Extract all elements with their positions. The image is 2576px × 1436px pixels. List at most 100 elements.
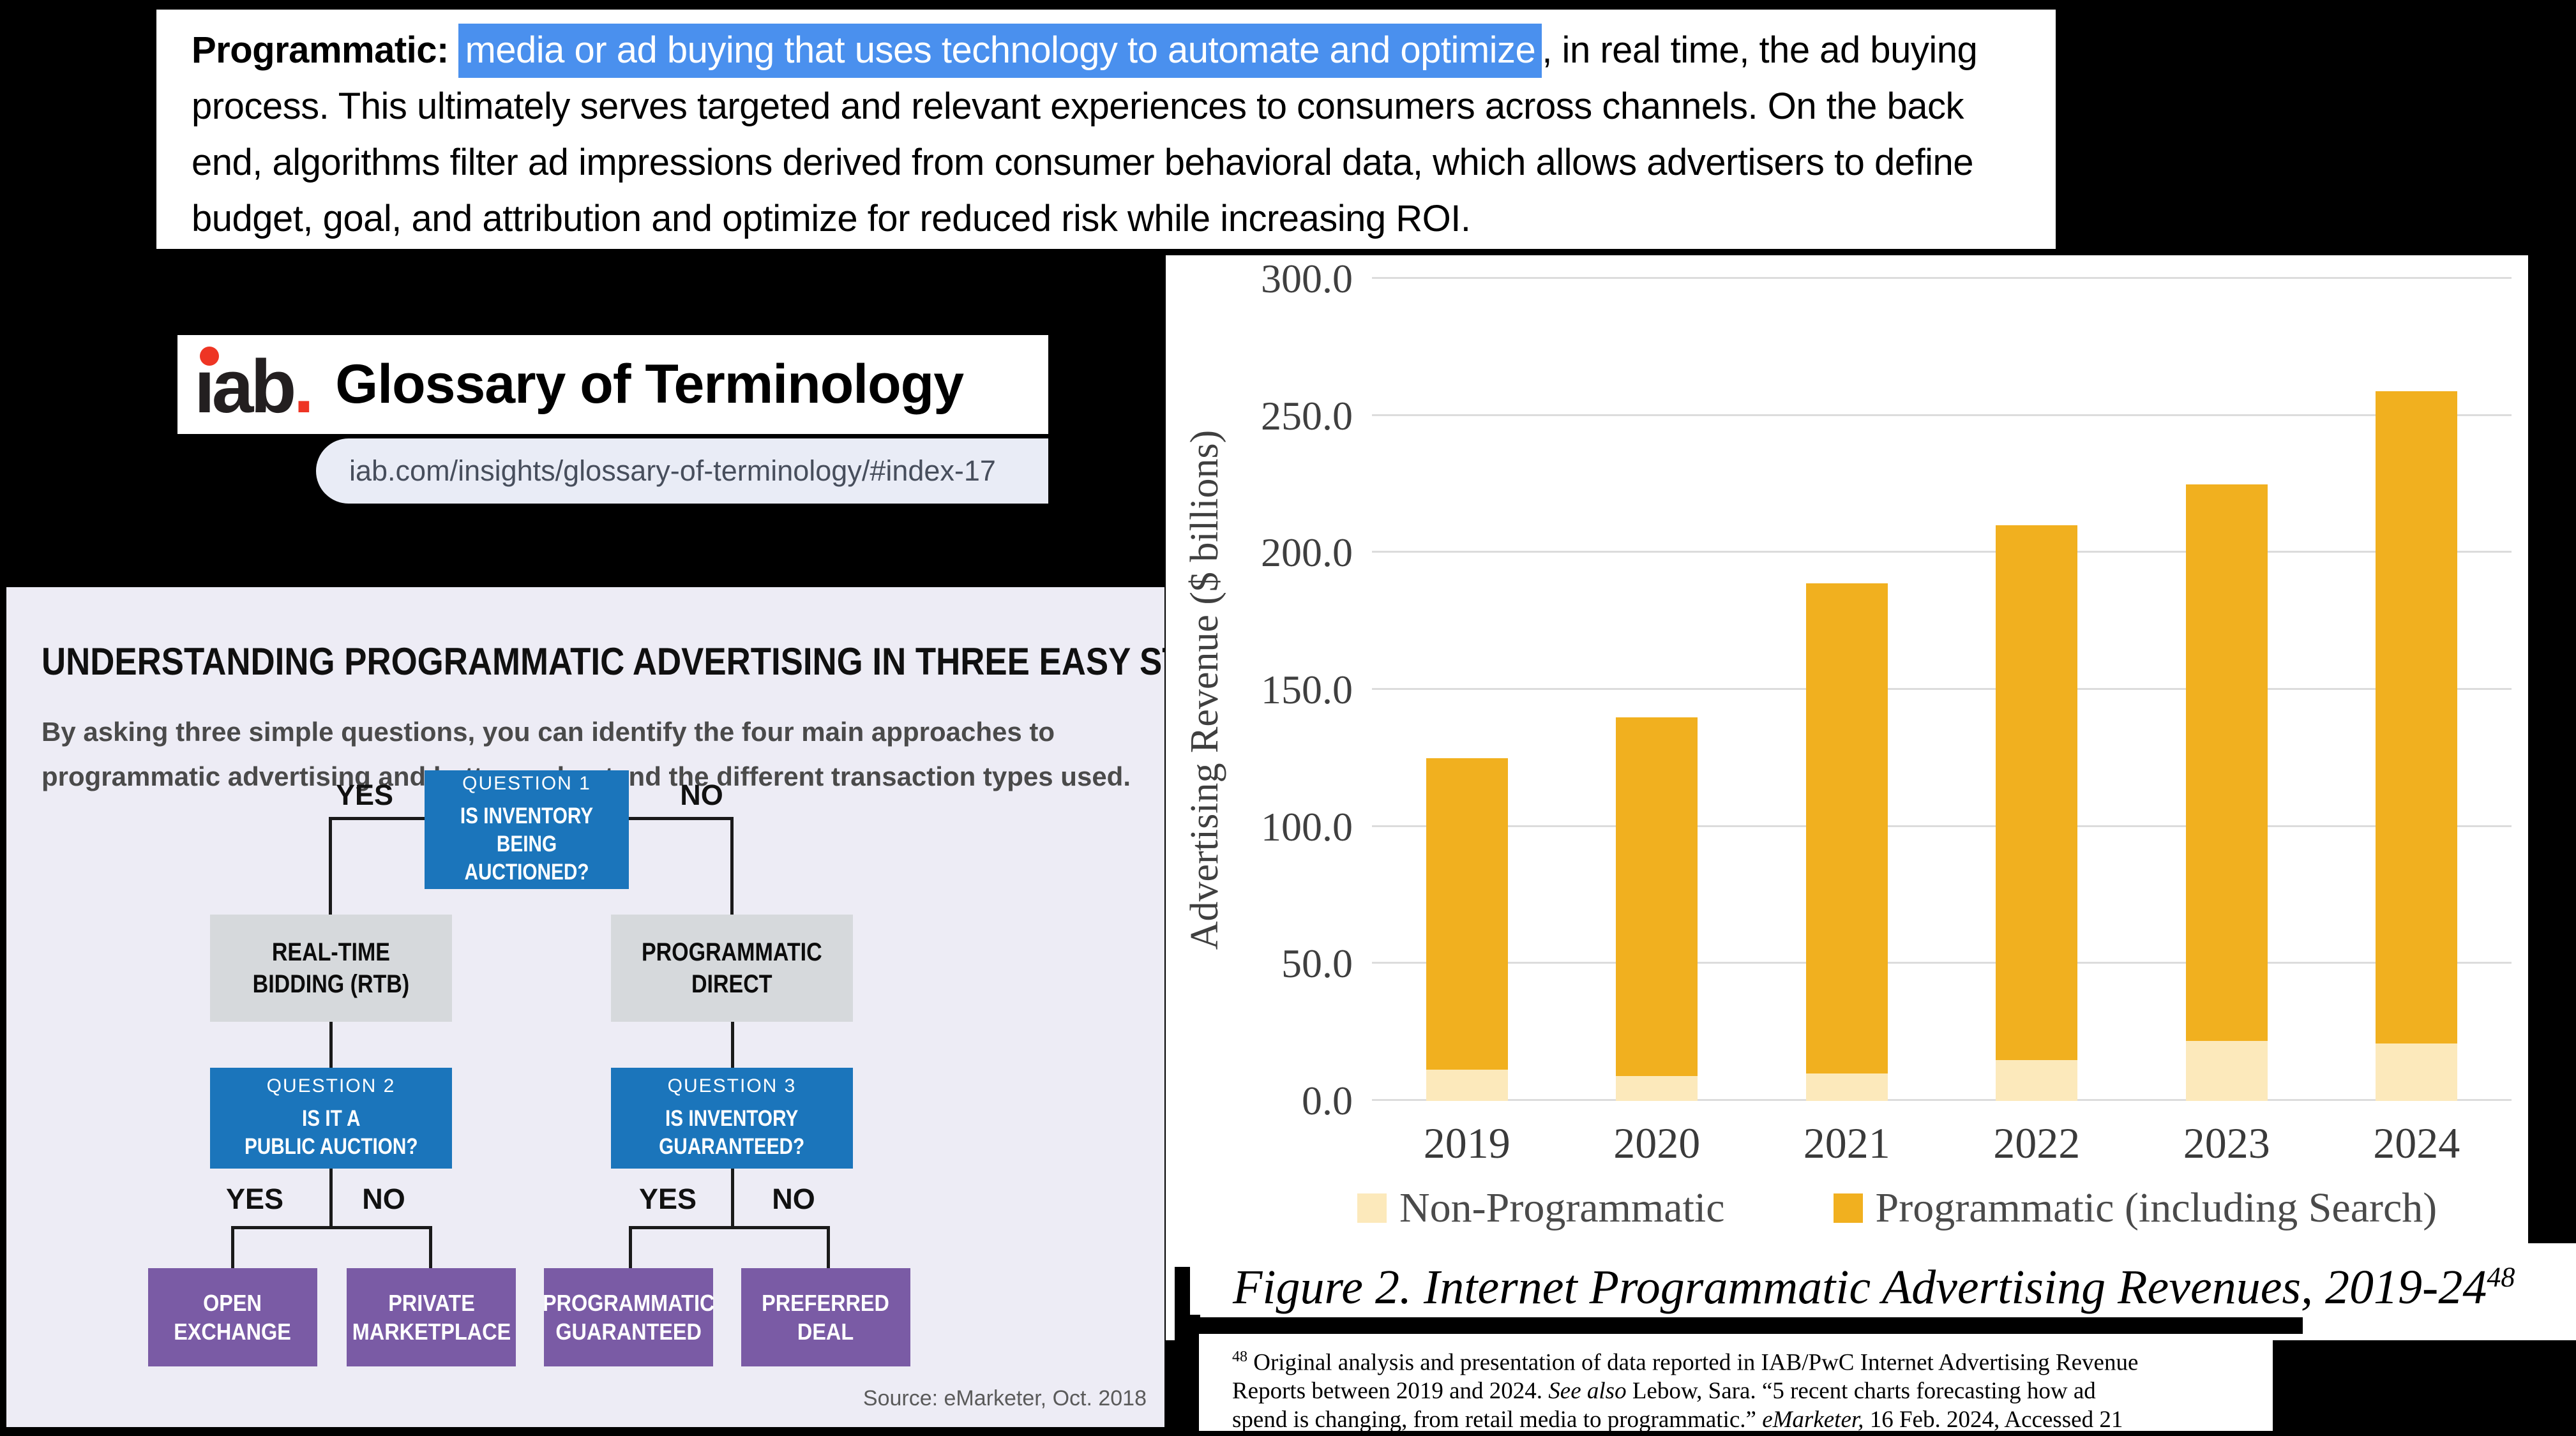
- highlighted-text: media or ad buying that uses technology …: [458, 24, 1542, 78]
- yes-label-q1: YES: [335, 779, 394, 811]
- plot-area: 0.0 50.0 100.0 150.0 200.0 250.0 300.0: [1261, 256, 2512, 1123]
- outcome-preferred-deal-text: PREFERRED DEAL: [762, 1290, 890, 1345]
- footnote-line-3: spend is changing, from retail media to …: [1232, 1405, 2260, 1431]
- x-tick-label: 2024: [2373, 1119, 2460, 1167]
- footnote-line-3-italic: eMarketer,: [1762, 1407, 1864, 1431]
- legend-label-non-programmatic: Non-Programmatic: [1399, 1185, 1725, 1231]
- figure-caption-text: Figure 2. Internet Programmatic Advertis…: [1233, 1260, 2487, 1314]
- x-tick-label: 2023: [2183, 1119, 2270, 1167]
- gridline: [1372, 688, 2512, 690]
- y-tick-label: 50.0: [1281, 941, 1353, 987]
- question-3-text: IS INVENTORY GUARANTEED?: [659, 1106, 805, 1159]
- definition-term: Programmatic:: [192, 29, 449, 71]
- x-tick-label: 2020: [1613, 1119, 1701, 1167]
- bar-2020: [1616, 279, 1698, 1101]
- yes-label-q2: YES: [225, 1183, 284, 1215]
- black-divider-band: [1189, 1317, 2303, 1334]
- definition-line-3: end, algorithms filter ad impressions de…: [192, 142, 1974, 183]
- question-3-box: QUESTION 3 IS INVENTORY GUARANTEED?: [611, 1068, 853, 1169]
- flowchart-subtitle: By asking three simple questions, you ca…: [41, 717, 1131, 791]
- bar-segment-2024: [2376, 1043, 2458, 1101]
- legend-swatch-programmatic: [1833, 1193, 1863, 1223]
- bar-segment-2019: [1426, 1069, 1508, 1101]
- y-tick-label: 200.0: [1261, 530, 1353, 576]
- rtb-text: REAL-TIME BIDDING (RTB): [252, 938, 410, 998]
- gridline: [1372, 962, 2512, 964]
- bar-segment-2022: [1996, 1059, 2078, 1101]
- bar-segment-2020: [1616, 717, 1698, 1077]
- question-2-text: IS IT A PUBLIC AUCTION?: [244, 1106, 418, 1159]
- connector-line: [629, 1226, 830, 1229]
- connector-line: [730, 817, 734, 915]
- bar-segment-2021: [1805, 1073, 1888, 1101]
- footnote-line-2-post: Lebow, Sara. “5 recent charts forecastin…: [1626, 1378, 2096, 1405]
- iab-logo-period: .: [293, 344, 315, 429]
- bar-segment-2019: [1426, 758, 1508, 1070]
- footnote-line-2-italic: See also: [1548, 1378, 1627, 1405]
- question-1-box: QUESTION 1 IS INVENTORY BEING AUCTIONED?: [425, 770, 629, 889]
- legend-item-programmatic: Programmatic (including Search): [1833, 1184, 2437, 1232]
- outcome-private-marketplace: PRIVATE MARKETPLACE: [347, 1268, 516, 1366]
- no-label-q1: NO: [680, 779, 723, 811]
- connector-line: [731, 1169, 734, 1227]
- flowchart-source: Source: eMarketer, Oct. 2018: [862, 1386, 1147, 1410]
- programmatic-direct-text: PROGRAMMATIC DIRECT: [642, 938, 822, 998]
- bar-segment-2020: [1616, 1076, 1698, 1101]
- connector-line: [429, 1226, 432, 1268]
- connector-line: [329, 1022, 333, 1068]
- connector-line: [231, 1226, 234, 1268]
- flowchart-panel: UNDERSTANDING PROGRAMMATIC ADVERTISING I…: [6, 587, 1164, 1427]
- bar-2021: [1805, 279, 1888, 1101]
- outcome-open-exchange: OPEN EXCHANGE: [148, 1268, 317, 1366]
- y-tick-label: 250.0: [1261, 393, 1353, 438]
- footnote-line-1-text: Original analysis and presentation of da…: [1247, 1349, 2139, 1376]
- bar-segment-2023: [2185, 484, 2268, 1041]
- bar-2024: [2376, 279, 2458, 1101]
- outcome-open-exchange-text: OPEN EXCHANGE: [174, 1290, 292, 1345]
- definition-box: Programmatic: media or ad buying that us…: [156, 10, 2056, 249]
- rtb-box: REAL-TIME BIDDING (RTB): [210, 915, 452, 1022]
- x-axis-labels: 2019 2020 2021 2022 2023 2024: [1372, 1118, 2512, 1169]
- outcome-programmatic-guaranteed: PROGRAMMATIC GUARANTEED: [542, 1268, 715, 1366]
- iab-logo: ıab.: [194, 345, 314, 424]
- connector-line: [231, 1226, 432, 1229]
- bar-2019: [1426, 279, 1508, 1101]
- chart-panel: Advertising Revenue ($ billions) 0.0 50.0…: [1166, 255, 2528, 1248]
- glossary-header: ıab. Glossary of Terminology: [177, 335, 1048, 434]
- bar-2022: [1996, 279, 2078, 1101]
- question-1-label: QUESTION 1: [462, 773, 591, 795]
- footnote-line-3-post: 16 Feb. 2024, Accessed 21: [1864, 1407, 2123, 1431]
- footnote-line-2: Reports between 2019 and 2024. See also …: [1232, 1377, 2260, 1405]
- gridline: [1372, 825, 2512, 827]
- gridline: [1372, 277, 2512, 279]
- bar-segment-2023: [2185, 1040, 2268, 1101]
- outcome-preferred-deal: PREFERRED DEAL: [741, 1268, 910, 1366]
- y-tick-label: 150.0: [1261, 667, 1353, 712]
- legend-item-non-programmatic: Non-Programmatic: [1357, 1184, 1725, 1232]
- footnote-line-2-pre: Reports between 2019 and 2024.: [1232, 1378, 1549, 1405]
- x-tick-label: 2022: [1993, 1119, 2081, 1167]
- footnote-line-1: 48 Original analysis and presentation of…: [1232, 1343, 2260, 1377]
- url-text[interactable]: iab.com/insights/glossary-of-terminology…: [349, 454, 996, 487]
- gridline: [1372, 414, 2512, 416]
- footnote-marker: 48: [1232, 1349, 1247, 1365]
- bar-segment-2022: [1996, 525, 2078, 1060]
- glossary-title: Glossary of Terminology: [335, 354, 964, 415]
- question-2-box: QUESTION 2 IS IT A PUBLIC AUCTION?: [210, 1068, 452, 1169]
- bar-segment-2021: [1805, 583, 1888, 1074]
- connector-line: [731, 1022, 734, 1068]
- definition-line-1: Programmatic: media or ad buying that us…: [192, 22, 2056, 79]
- connector-line: [827, 1226, 830, 1268]
- url-bar[interactable]: iab.com/insights/glossary-of-terminology…: [316, 438, 1048, 504]
- outcome-private-marketplace-text: PRIVATE MARKETPLACE: [352, 1290, 511, 1345]
- connector-line: [329, 817, 332, 915]
- legend-label-programmatic: Programmatic (including Search): [1875, 1185, 2437, 1231]
- y-axis-title: Advertising Revenue ($ billions): [1183, 430, 1226, 950]
- yes-label-q3: YES: [638, 1183, 697, 1215]
- iab-logo-red-dot-icon: [200, 346, 219, 366]
- y-tick-label: 300.0: [1261, 256, 1353, 301]
- footnote-line-3-pre: spend is changing, from retail media to …: [1232, 1407, 1763, 1431]
- bars-layer: [1372, 279, 2512, 1101]
- outcome-programmatic-guaranteed-text: PROGRAMMATIC GUARANTEED: [542, 1290, 715, 1345]
